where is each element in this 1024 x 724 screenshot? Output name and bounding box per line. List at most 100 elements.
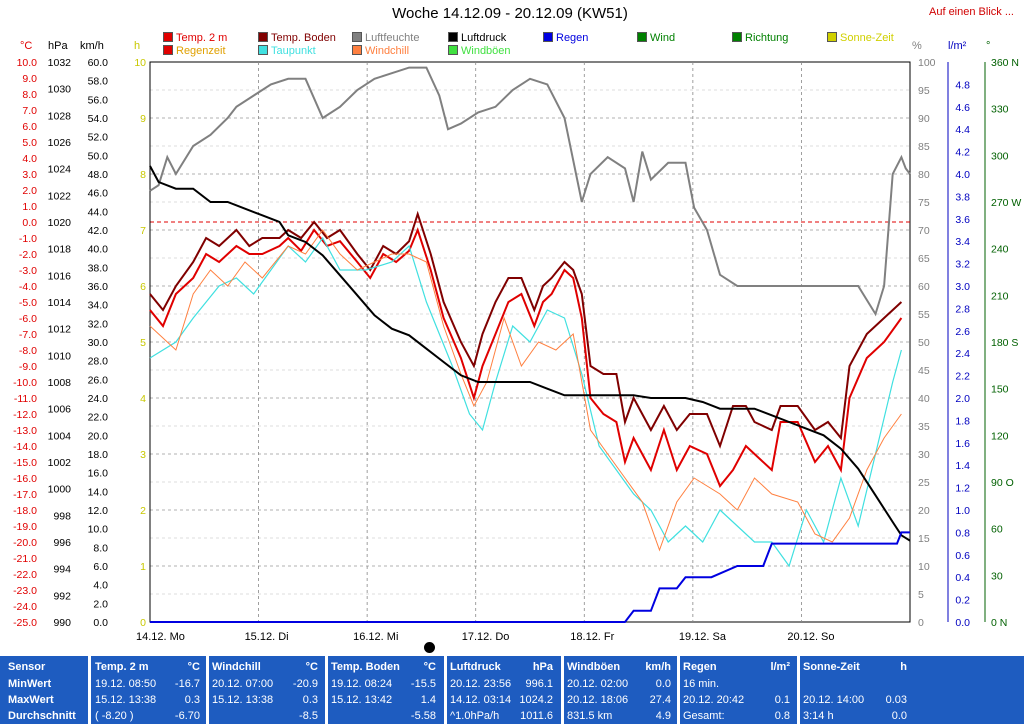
sun-tick-label: 2 <box>140 505 146 517</box>
pressure-tick-label: 1016 <box>48 270 72 282</box>
wind-tick-label: 40.0 <box>88 244 109 256</box>
temp-tick-label: 10.0 <box>17 57 38 69</box>
pressure-tick-label: 1014 <box>48 297 72 309</box>
wind-tick-label: 6.0 <box>93 561 108 573</box>
humidity-tick-label: 35 <box>918 421 930 433</box>
chart-axes: 10.09.08.07.06.05.04.03.02.01.00.0-1.0-2… <box>13 57 1021 643</box>
stats-cell: 20.12. 23:56 <box>450 678 512 690</box>
stats-cell: °C <box>423 661 436 673</box>
statistics-table: Sensor MinWert MaxWert Durchschnitt Temp. 2 … <box>0 656 1024 724</box>
stats-cell: 1.4 <box>420 694 436 706</box>
legend-label: Taupunkt <box>271 45 316 57</box>
sun-tick-label: 0 <box>140 617 146 629</box>
temp-tick-label: 7.0 <box>22 105 37 117</box>
pressure-tick-label: 998 <box>53 510 71 522</box>
sun-tick-label: 1 <box>140 561 146 573</box>
stats-cell: 0.1 <box>774 694 790 706</box>
rain-tick-label: 4.0 <box>955 169 970 181</box>
chart-series <box>149 66 911 623</box>
pressure-tick-label: 1018 <box>48 244 72 256</box>
temp-tick-label: -8.0 <box>19 345 37 357</box>
wind-tick-label: 56.0 <box>88 94 109 106</box>
stats-cell: 20.12. 20:42 <box>683 694 745 706</box>
rain-tick-label: 0.4 <box>955 572 970 584</box>
stats-separator <box>677 656 680 724</box>
stats-cell: Sensor <box>8 661 46 673</box>
legend-label: Regenzeit <box>176 45 226 57</box>
wind-tick-label: 36.0 <box>88 281 109 293</box>
stats-cell: 20.12. 14:00 <box>803 694 865 706</box>
wind-tick-label: 50.0 <box>88 150 109 162</box>
sun-tick-label: 9 <box>140 113 146 125</box>
stats-separator <box>444 656 447 724</box>
temp-tick-label: -21.0 <box>13 553 37 565</box>
temp-tick-label: -12.0 <box>13 409 37 421</box>
legend-swatch <box>732 32 742 42</box>
stats-cell: Sonne-Zeit <box>803 661 860 673</box>
direction-tick-label: 60 <box>991 524 1003 536</box>
pressure-tick-label: 1010 <box>48 350 72 362</box>
stats-cell: -15.5 <box>410 678 436 690</box>
direction-tick-label: 150 <box>991 384 1009 396</box>
rain-tick-label: 4.6 <box>955 102 970 114</box>
temp-tick-label: -1.0 <box>19 233 37 245</box>
legend-label: Temp. 2 m <box>176 32 228 44</box>
stats-cell: 0.0 <box>891 710 907 722</box>
stats-cell: 0.3 <box>302 694 318 706</box>
humidity-tick-label: 65 <box>918 253 930 265</box>
temp-tick-label: -23.0 <box>13 585 37 597</box>
humidity-tick-label: 10 <box>918 561 930 573</box>
stats-separator <box>797 656 800 724</box>
stats-cell: Windböen <box>567 661 621 673</box>
rain-tick-label: 4.2 <box>955 147 970 159</box>
day-label: 14.12. Mo <box>136 631 185 643</box>
overview-link[interactable]: Auf einen Blick ... <box>929 6 1014 18</box>
stats-cell: 20.12. 02:00 <box>567 678 629 690</box>
legend-swatch <box>258 32 268 42</box>
temp-tick-label: -17.0 <box>13 489 37 501</box>
wind-tick-label: 54.0 <box>88 113 109 125</box>
legend-label: Windböen <box>461 45 511 57</box>
rain-tick-label: 2.6 <box>955 326 970 338</box>
humidity-tick-label: 85 <box>918 141 930 153</box>
pressure-tick-label: 1024 <box>48 164 72 176</box>
legend-item: Windchill <box>352 45 409 57</box>
direction-tick-label: 120 <box>991 430 1009 442</box>
wind-tick-label: 28.0 <box>88 356 109 368</box>
legend-item: Temp. Boden <box>258 32 336 44</box>
rain-tick-label: 1.6 <box>955 438 970 450</box>
legend-label: Wind <box>650 32 676 44</box>
wind-tick-label: 46.0 <box>88 188 109 200</box>
axis-unit-label: % <box>912 40 922 52</box>
stats-cell: Temp. 2 m <box>95 661 149 673</box>
wind-tick-label: 34.0 <box>88 300 109 312</box>
wind-tick-label: 20.0 <box>88 430 109 442</box>
pressure-tick-label: 1030 <box>48 84 72 96</box>
humidity-tick-label: 25 <box>918 477 930 489</box>
legend-swatch <box>448 45 458 55</box>
day-label: 18.12. Fr <box>570 631 614 643</box>
stats-cell: l/m² <box>770 661 790 673</box>
stats-cell: 20.12. 18:06 <box>567 694 629 706</box>
day-label: 15.12. Di <box>245 631 289 643</box>
axis-unit-label: h <box>134 40 141 52</box>
temp-tick-label: 2.0 <box>22 185 37 197</box>
wind-tick-label: 16.0 <box>88 468 109 480</box>
stats-cell: 15.12. 13:42 <box>331 694 393 706</box>
stats-cell: 3:14 h <box>803 710 834 722</box>
stats-cell: km/h <box>645 661 671 673</box>
legend-item: Windböen <box>448 45 511 57</box>
stats-cell: °C <box>305 661 318 673</box>
temp-tick-label: -19.0 <box>13 521 37 533</box>
legend-swatch <box>827 32 837 42</box>
humidity-tick-label: 70 <box>918 225 930 237</box>
direction-tick-label: 270 W <box>991 197 1021 209</box>
stats-cell: 14.12. 03:14 <box>450 694 512 706</box>
stats-cell: h <box>900 661 907 673</box>
pressure-tick-label: 1028 <box>48 110 72 122</box>
legend-label: Richtung <box>745 32 789 44</box>
legend-item: Richtung <box>732 32 788 44</box>
temp-tick-label: -14.0 <box>13 441 37 453</box>
wind-tick-label: 2.0 <box>93 598 108 610</box>
humidity-tick-label: 30 <box>918 449 930 461</box>
